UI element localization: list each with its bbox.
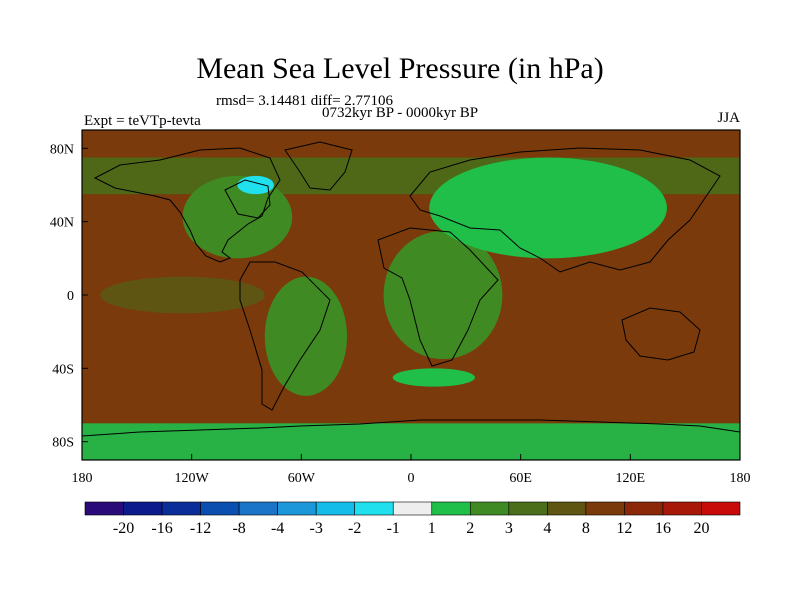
x-tick-label: 180 [72,471,93,486]
colorbar-label: 16 [655,520,671,537]
x-tick-label: 60E [509,471,532,486]
colorbar-swatch [315,501,356,516]
colorbar: -20 -16 -12 -8 -4 -3 -2 -1 1 2 3 4 8 12 16 20 [84,501,741,537]
rmsd-diff-stats: rmsd= 3.14481 diff= 2.77106 [216,93,394,109]
coastline-africa [377,227,499,367]
coastline-australia [621,307,701,361]
colorbar-label: -8 [232,520,245,537]
colorbar-swatch [431,501,471,516]
colorbar-swatch [354,501,394,516]
colorbar-label: 2 [466,520,474,537]
field-region [100,276,265,314]
x-tick-label: 120E [616,471,646,486]
pressure-anomaly-field [82,130,740,460]
y-tick-label: 80N [50,142,74,157]
colorbar-swatch [662,501,702,516]
colorbar-swatch [200,501,240,516]
field-region [82,423,740,460]
colorbar-label: -16 [151,520,172,537]
x-tick-label: 0 [408,471,415,486]
x-tick-label: 120W [175,471,210,486]
x-tick-label: 180 [730,471,751,486]
coastline-north-america [93,147,281,263]
coastline-greenland [284,141,353,191]
colorbar-swatch [84,501,124,516]
colorbar-label: -1 [387,520,400,537]
colorbar-swatch [508,501,548,516]
colorbar-label: 3 [505,520,513,537]
season-label: JJA [717,110,740,126]
field-region [264,276,348,396]
field-region [182,175,293,259]
field-region [383,230,503,360]
colorbar-swatch [547,501,587,516]
y-tick-label: 80S [52,436,74,451]
field-region [429,157,667,259]
y-tick-label: 40N [50,216,74,231]
x-axis: 180 120W 60W 0 60E 120E 180 [72,454,751,486]
colorbar-label: -3 [310,520,323,537]
colorbar-label: 20 [693,520,709,537]
chart-title: Mean Sea Level Pressure (in hPa) [196,52,604,85]
colorbar-swatch [161,501,201,516]
colorbar-label: 1 [428,520,436,537]
colorbar-label: -12 [190,520,211,537]
colorbar-label: -4 [271,520,284,537]
coastline-south-america [239,261,331,411]
colorbar-swatch [123,501,163,516]
colorbar-swatch [392,501,433,516]
colorbar-label: 12 [616,520,632,537]
chart-subtitle: 0732kyr BP - 0000kyr BP [322,105,479,121]
y-tick-label: 0 [67,289,74,304]
y-axis: 80N 40N 0 40S 80S [50,142,88,451]
colorbar-swatch [238,501,278,516]
coastlines [82,141,740,437]
y-tick-label: 40S [52,362,74,377]
colorbar-label: -2 [348,520,361,537]
colorbar-swatch [701,501,741,516]
x-tick-label: 60W [288,471,316,486]
colorbar-swatch [624,501,664,516]
coastline-hudson-bay [224,179,271,219]
colorbar-label: 4 [543,520,551,537]
colorbar-label: -20 [113,520,134,537]
colorbar-swatch [277,501,317,516]
colorbar-swatch [469,501,510,516]
field-region [392,368,475,387]
map-plot-area [82,130,740,460]
coastline-eurasia [409,147,721,273]
experiment-label: Expt = teVTp-tevta [84,113,201,129]
colorbar-swatch [585,501,625,516]
coastline-antarctica [82,419,740,437]
colorbar-label: 8 [582,520,590,537]
